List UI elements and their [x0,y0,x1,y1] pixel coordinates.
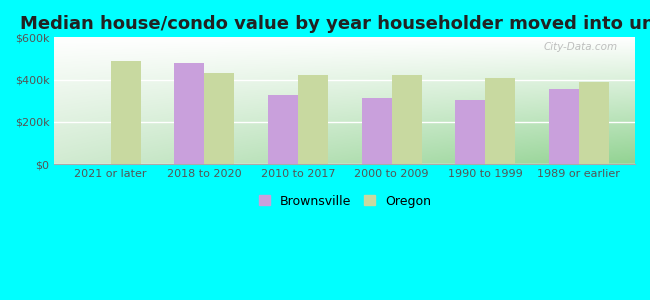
Legend: Brownsville, Oregon: Brownsville, Oregon [255,191,435,211]
Text: City-Data.com: City-Data.com [543,42,618,52]
Bar [298,75,328,164]
Bar [391,75,421,164]
Bar [268,95,298,164]
Bar [361,98,391,164]
Bar [204,73,234,164]
Bar [485,77,515,164]
Bar [455,100,485,164]
Title: Median house/condo value by year householder moved into unit: Median house/condo value by year househo… [20,15,650,33]
Bar [111,61,140,164]
Bar [174,63,204,164]
Bar [549,89,578,164]
Bar [578,82,609,164]
